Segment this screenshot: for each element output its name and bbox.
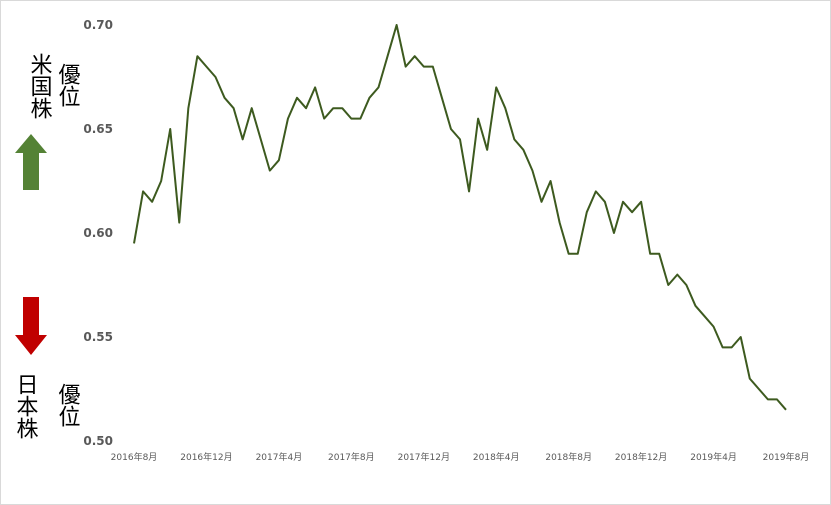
jp-label: 日本株 — [13, 373, 39, 439]
y-tick-label: 0.65 — [83, 122, 113, 136]
y-tick-label: 0.60 — [83, 226, 113, 240]
y-tick-label: 0.70 — [83, 18, 113, 32]
x-tick-label: 2016年8月 — [111, 451, 158, 463]
x-tick-label: 2017年12月 — [398, 451, 450, 463]
y-tick-label: 0.50 — [83, 434, 113, 448]
x-tick-label: 2018年4月 — [473, 451, 520, 463]
us-label: 米国株 — [27, 53, 53, 119]
up-arrow — [15, 134, 47, 190]
x-tick-label: 2018年12月 — [615, 451, 667, 463]
down-arrow — [15, 297, 47, 355]
x-tick-label: 2017年8月 — [328, 451, 375, 463]
jp-sub: 優位 — [55, 383, 81, 427]
x-tick-label: 2019年8月 — [763, 451, 810, 463]
x-tick-label: 2019年4月 — [690, 451, 737, 463]
x-tick-label: 2016年12月 — [180, 451, 232, 463]
us-sub: 優位 — [55, 63, 81, 107]
y-tick-label: 0.55 — [83, 330, 113, 344]
x-tick-label: 2017年4月 — [256, 451, 303, 463]
x-tick-label: 2018年8月 — [545, 451, 592, 463]
line — [133, 24, 787, 411]
